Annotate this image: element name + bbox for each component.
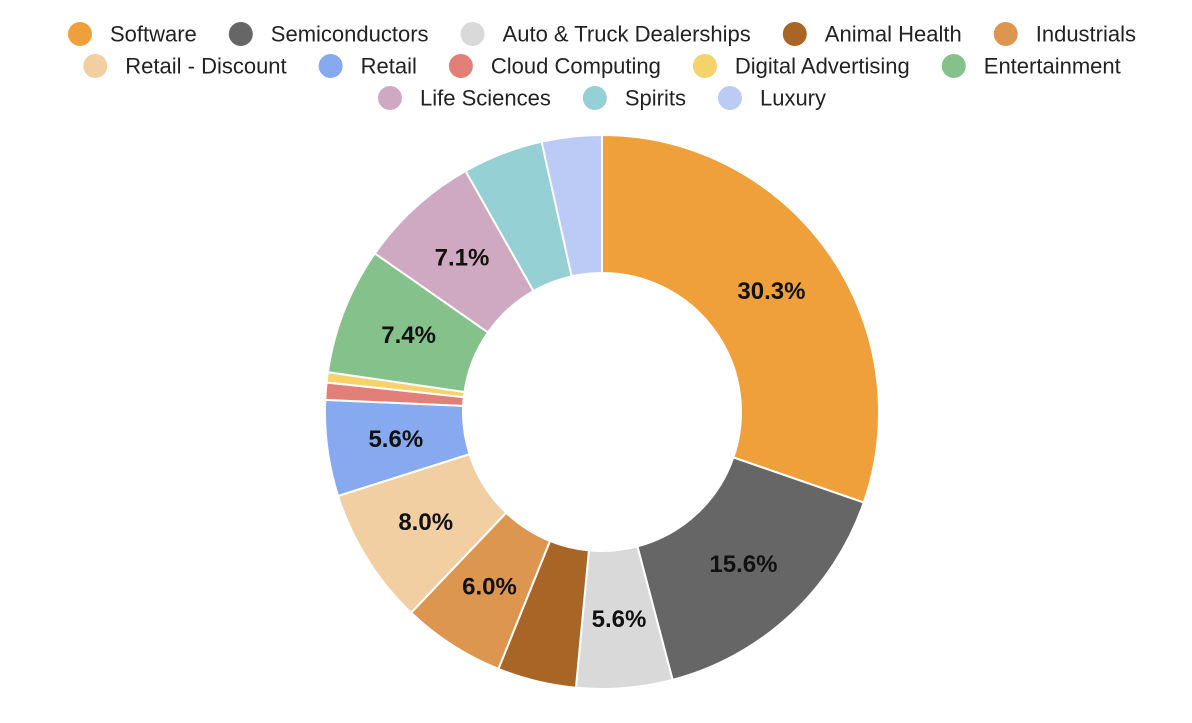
legend-label: Retail - Discount bbox=[125, 54, 286, 79]
legend-item-luxury[interactable]: Luxury bbox=[717, 86, 826, 111]
legend-label: Semiconductors bbox=[271, 22, 429, 47]
data-labels: 30.3% 15.6% 5.6% 6.0% 8.0% 5.6% 7.4% 7.1% bbox=[368, 245, 805, 633]
legend-item-entertainment[interactable]: Entertainment bbox=[941, 54, 1121, 79]
data-label-entertainment: 7.4% bbox=[381, 322, 436, 349]
data-label-industrials: 6.0% bbox=[462, 573, 517, 600]
legend-item-auto-and-truck-dealerships[interactable]: Auto & Truck Dealerships bbox=[460, 22, 751, 47]
legend-item-animal-health[interactable]: Animal Health bbox=[782, 22, 962, 47]
slice-luxury[interactable] bbox=[540, 133, 603, 278]
legend-item-digital-advertising[interactable]: Digital Advertising bbox=[692, 54, 910, 79]
legend-swatch bbox=[318, 54, 343, 78]
legend-item-cloud-computing[interactable]: Cloud Computing bbox=[448, 54, 661, 79]
data-label-semiconductors: 15.6% bbox=[709, 551, 777, 578]
legend-swatch bbox=[941, 54, 966, 78]
legend-label: Industrials bbox=[1036, 22, 1136, 47]
legend-label: Cloud Computing bbox=[491, 54, 661, 79]
slice-software[interactable] bbox=[601, 133, 880, 504]
legend-label: Retail bbox=[361, 54, 417, 79]
legend-label: Animal Health bbox=[825, 22, 962, 47]
data-label-retail-discount: 8.0% bbox=[398, 509, 453, 536]
slice-semiconductors[interactable] bbox=[636, 456, 866, 682]
data-label-retail: 5.6% bbox=[368, 426, 423, 453]
legend-item-industrials[interactable]: Industrials bbox=[993, 22, 1136, 47]
legend-label: Auto & Truck Dealerships bbox=[503, 22, 751, 47]
legend-item-spirits[interactable]: Spirits bbox=[582, 86, 686, 111]
legend: Software Semiconductors Auto & Truck Deale… bbox=[67, 22, 1136, 111]
legend-swatch bbox=[692, 54, 717, 78]
data-label-software: 30.3% bbox=[737, 278, 805, 305]
legend-label: Software bbox=[110, 22, 197, 47]
legend-swatch bbox=[228, 22, 253, 46]
legend-swatch bbox=[582, 86, 607, 110]
legend-item-retail-discount[interactable]: Retail - Discount bbox=[83, 54, 287, 79]
legend-item-life-sciences[interactable]: Life Sciences bbox=[377, 86, 551, 111]
data-label-life-sciences: 7.1% bbox=[435, 245, 490, 272]
legend-item-semiconductors[interactable]: Semiconductors bbox=[228, 22, 429, 47]
donut-slices bbox=[324, 133, 880, 690]
legend-swatch bbox=[377, 86, 402, 110]
legend-swatch bbox=[993, 22, 1018, 46]
legend-swatch bbox=[83, 54, 108, 78]
legend-swatch bbox=[448, 54, 473, 78]
legend-item-software[interactable]: Software bbox=[67, 22, 197, 47]
legend-label: Luxury bbox=[760, 86, 826, 111]
legend-label: Digital Advertising bbox=[735, 54, 910, 79]
legend-swatch bbox=[460, 22, 485, 46]
legend-label: Life Sciences bbox=[420, 86, 551, 111]
data-label-auto-and-truck-dealerships: 5.6% bbox=[592, 606, 647, 633]
legend-swatch bbox=[782, 22, 807, 46]
legend-label: Spirits bbox=[625, 86, 686, 111]
legend-swatch bbox=[717, 86, 742, 110]
legend-label: Entertainment bbox=[984, 54, 1121, 79]
legend-item-retail[interactable]: Retail bbox=[318, 54, 417, 79]
legend-swatch bbox=[67, 22, 92, 46]
